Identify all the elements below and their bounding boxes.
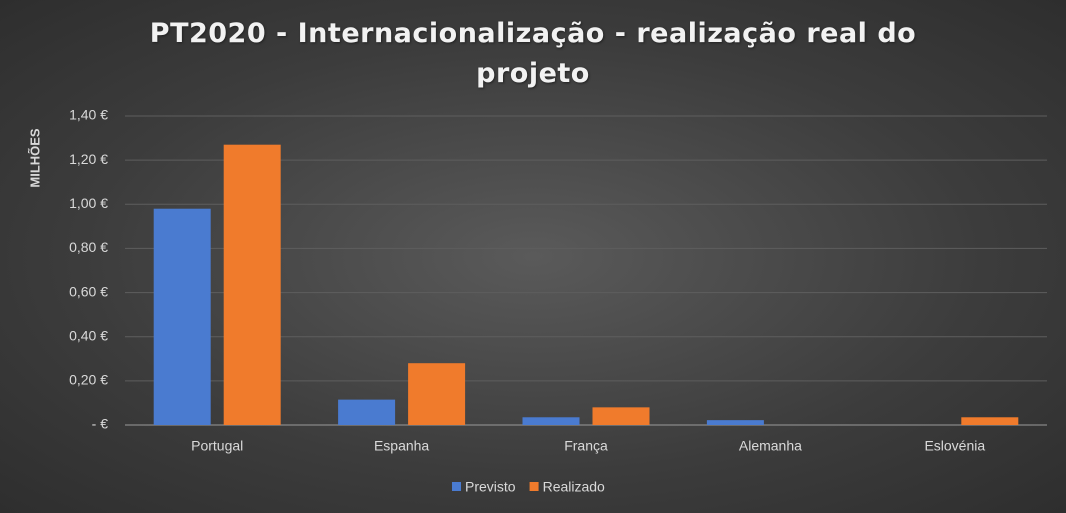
x-tick-label: Portugal	[191, 438, 243, 454]
bar	[522, 417, 580, 425]
y-tick-label: 0,60 €	[69, 283, 108, 299]
x-tick-label: França	[564, 438, 608, 454]
y-tick-label: 0,40 €	[69, 327, 108, 343]
legend-label: Previsto	[465, 479, 516, 495]
y-tick-label: 1,20 €	[69, 151, 108, 167]
bar	[153, 208, 211, 425]
bar	[223, 144, 281, 425]
y-tick-label: 1,40 €	[69, 107, 108, 123]
bar	[338, 399, 396, 425]
y-tick-label: 0,20 €	[69, 372, 108, 388]
bar	[408, 363, 466, 425]
legend-swatch	[529, 482, 539, 491]
bar	[706, 420, 764, 425]
legend-label: Realizado	[543, 479, 605, 495]
x-tick-label: Alemanha	[739, 438, 802, 454]
bar	[592, 407, 650, 425]
y-tick-label: - €	[92, 416, 109, 432]
chart-title: PT2020 - Internacionalização - realizaçã…	[149, 18, 917, 89]
legend-swatch	[452, 482, 461, 491]
y-axis-label: MILHÕES	[27, 128, 42, 188]
y-tick-label: 1,00 €	[69, 195, 108, 211]
bar	[961, 417, 1019, 425]
x-tick-label: Espanha	[374, 438, 429, 454]
x-tick-label: Eslovénia	[924, 438, 985, 454]
y-tick-label: 0,80 €	[69, 239, 108, 255]
